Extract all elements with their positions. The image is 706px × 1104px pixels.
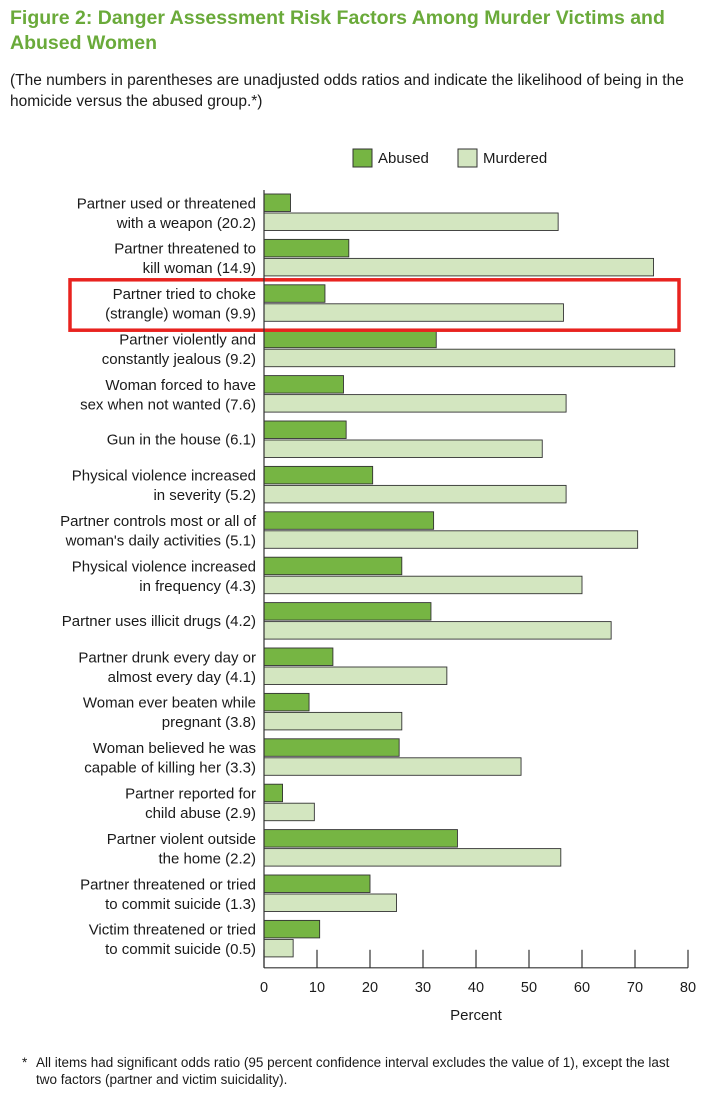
bar-murdered bbox=[263, 802, 315, 822]
bar-murdered bbox=[263, 848, 562, 867]
category-label: almost every day (4.1) bbox=[108, 669, 256, 686]
category-label: Partner used or threatened bbox=[77, 195, 256, 212]
category-label: Partner reported for bbox=[125, 785, 256, 802]
bar-murdered bbox=[263, 575, 583, 595]
category-label: to commit suicide (0.5) bbox=[105, 941, 256, 958]
x-axis-label: Percent bbox=[450, 1007, 503, 1024]
category-label: (strangle) woman (9.9) bbox=[105, 306, 256, 323]
x-tick-label: 0 bbox=[260, 980, 268, 996]
bar-murdered bbox=[263, 348, 676, 368]
bar-murdered bbox=[263, 212, 559, 231]
figure-subtitle: (The numbers in parentheses are unadjust… bbox=[10, 72, 684, 110]
bar-abused bbox=[263, 375, 344, 394]
category-label: the home (2.2) bbox=[158, 850, 256, 867]
figure-title: Figure 2: Danger Assessment Risk Factors… bbox=[10, 7, 665, 54]
bar-abused bbox=[263, 193, 291, 212]
x-tick-label: 40 bbox=[468, 980, 484, 996]
category-label: Partner threatened to bbox=[114, 241, 256, 258]
x-tick-label: 20 bbox=[362, 980, 378, 996]
bar-murdered bbox=[263, 439, 543, 458]
bar-murdered bbox=[263, 303, 564, 322]
category-label: pregnant (3.8) bbox=[162, 714, 256, 731]
x-tick-label: 10 bbox=[309, 980, 325, 996]
category-label: with a weapon (20.2) bbox=[116, 215, 256, 232]
category-label: sex when not wanted (7.6) bbox=[80, 396, 256, 413]
x-tick-label: 60 bbox=[574, 980, 590, 996]
bar-abused bbox=[263, 238, 350, 258]
x-tick-label: 50 bbox=[521, 980, 537, 996]
bar-abused bbox=[263, 919, 321, 939]
category-label: to commit suicide (1.3) bbox=[105, 896, 256, 913]
legend-swatch-murdered bbox=[457, 148, 478, 168]
bar-abused bbox=[263, 738, 400, 757]
bar-abused bbox=[263, 511, 435, 530]
bar-abused bbox=[263, 465, 374, 485]
category-label: Woman believed he was bbox=[93, 740, 256, 757]
bar-chart: Abused Murdered Partner used or threatened… bbox=[60, 148, 696, 1024]
bar-abused bbox=[263, 602, 432, 621]
category-label: Victim threatened or tried bbox=[89, 922, 256, 939]
highlight-box bbox=[68, 278, 681, 332]
category-label: woman's daily activities (5.1) bbox=[65, 533, 256, 550]
bar-murdered bbox=[263, 394, 567, 413]
category-label: capable of killing her (3.3) bbox=[84, 760, 256, 777]
category-label: Partner uses illicit drugs (4.2) bbox=[62, 613, 256, 630]
bar-abused bbox=[263, 783, 283, 803]
x-tick-label: 70 bbox=[627, 980, 643, 996]
category-label: Woman forced to have bbox=[105, 377, 256, 394]
legend-swatch-abused bbox=[352, 148, 373, 168]
category-label: Partner violent outside bbox=[107, 831, 256, 848]
category-label: Woman ever beaten while bbox=[83, 695, 256, 712]
category-label: Partner drunk every day or bbox=[78, 649, 256, 666]
footnote: * All items had significant odds ratio (… bbox=[22, 1054, 676, 1088]
x-tick-label: 80 bbox=[680, 980, 696, 996]
category-label: Physical violence increased bbox=[72, 468, 256, 485]
bar-abused bbox=[263, 556, 403, 576]
bar-abused bbox=[263, 647, 334, 666]
legend-label-murdered: Murdered bbox=[483, 150, 547, 167]
bar-murdered bbox=[263, 484, 567, 504]
category-label: in frequency (4.3) bbox=[139, 578, 256, 595]
bar-murdered bbox=[263, 711, 403, 731]
legend-label-abused: Abused bbox=[378, 150, 429, 167]
bar-abused bbox=[263, 284, 326, 303]
bar-abused bbox=[263, 329, 437, 349]
category-label: Partner threatened or tried bbox=[80, 876, 256, 893]
bar-murdered bbox=[263, 621, 612, 640]
bar-murdered bbox=[263, 666, 448, 685]
bar-murdered bbox=[263, 757, 522, 776]
category-label: Partner tried to choke bbox=[113, 286, 256, 303]
bar-murdered bbox=[263, 530, 639, 549]
category-label: Physical violence increased bbox=[72, 558, 256, 575]
category-label: Partner controls most or all of bbox=[60, 513, 257, 530]
bar-murdered bbox=[263, 893, 397, 912]
category-label: kill woman (14.9) bbox=[143, 260, 256, 277]
bar-abused bbox=[263, 829, 458, 848]
bar-abused bbox=[263, 692, 310, 712]
category-label: in severity (5.2) bbox=[153, 487, 256, 504]
bar-abused bbox=[263, 874, 371, 893]
footnote-text: All items had significant odds ratio (95… bbox=[36, 1055, 670, 1087]
x-tick-label: 30 bbox=[415, 980, 431, 996]
bar-abused bbox=[263, 420, 347, 439]
category-label: Partner violently and bbox=[119, 331, 256, 348]
category-label: constantly jealous (9.2) bbox=[102, 351, 256, 368]
footnote-marker: * bbox=[22, 1055, 28, 1070]
bar-murdered bbox=[263, 257, 654, 277]
category-label: Gun in the house (6.1) bbox=[107, 431, 256, 448]
category-label: child abuse (2.9) bbox=[145, 805, 256, 822]
bar-murdered bbox=[263, 938, 294, 958]
